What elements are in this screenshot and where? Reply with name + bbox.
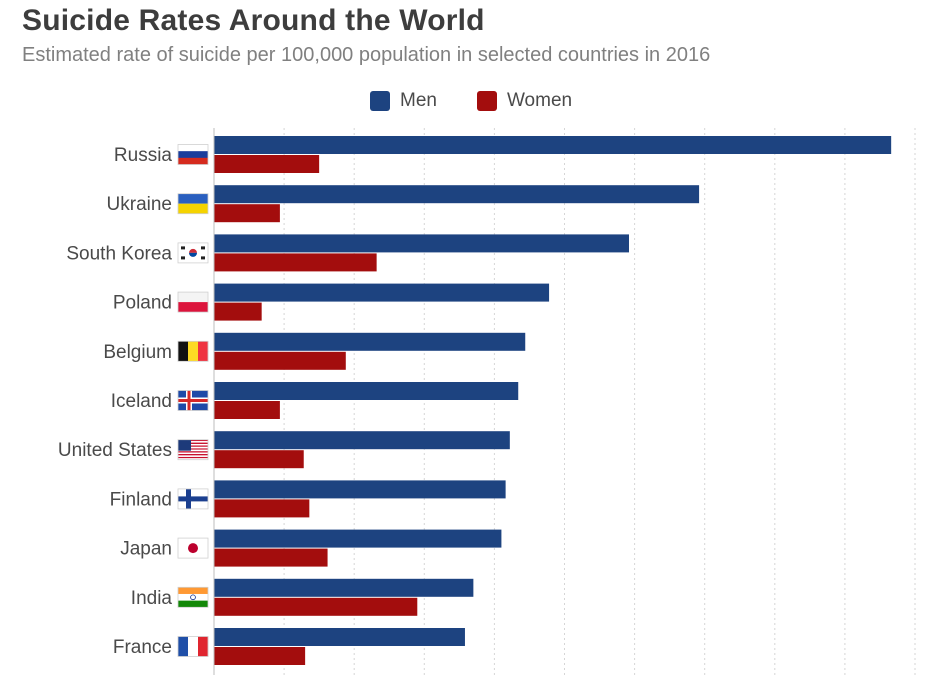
poland-flag-icon bbox=[177, 291, 209, 313]
country-label-france: France bbox=[113, 637, 172, 658]
bar-women-india bbox=[214, 597, 418, 616]
bar-women-finland bbox=[214, 499, 310, 518]
bar-men-russia bbox=[214, 136, 892, 154]
iceland-flag-icon bbox=[177, 390, 209, 411]
bar-women-japan bbox=[214, 548, 328, 567]
legend-label-women: Women bbox=[506, 90, 573, 111]
bar-women-poland bbox=[214, 302, 262, 321]
bar-women-ukraine bbox=[214, 204, 280, 223]
bar-women-south-korea bbox=[214, 253, 377, 272]
bar-men-poland bbox=[214, 283, 550, 302]
finland-flag-icon bbox=[177, 488, 209, 510]
bar-women-france bbox=[214, 647, 306, 665]
belgium-flag-icon bbox=[177, 340, 209, 362]
united-states-flag-icon bbox=[177, 439, 209, 461]
country-label-united-states: United States bbox=[58, 440, 172, 461]
country-label-iceland: Iceland bbox=[111, 391, 172, 412]
bar-men-finland bbox=[214, 480, 506, 499]
bar-men-united-states bbox=[214, 431, 510, 450]
bar-men-south-korea bbox=[214, 234, 629, 253]
country-label-ukraine: Ukraine bbox=[107, 194, 172, 215]
bar-men-india bbox=[214, 578, 474, 597]
country-label-poland: Poland bbox=[113, 293, 172, 314]
japan-flag-icon bbox=[177, 537, 209, 559]
chart-title: Suicide Rates Around the World bbox=[22, 4, 485, 37]
legend-swatch-men bbox=[370, 91, 390, 111]
bar-men-belgium bbox=[214, 332, 526, 351]
bar-men-iceland bbox=[214, 382, 519, 400]
legend-swatch-women bbox=[476, 91, 497, 111]
country-label-russia: Russia bbox=[114, 145, 173, 166]
bar-men-japan bbox=[214, 529, 502, 548]
france-flag-icon bbox=[177, 636, 209, 657]
country-label-india: India bbox=[131, 588, 173, 609]
legend: Men Women bbox=[370, 90, 612, 112]
country-label-finland: Finland bbox=[110, 489, 172, 510]
legend-label-men: Men bbox=[400, 90, 437, 111]
india-flag-icon bbox=[177, 586, 209, 608]
country-label-south-korea: South Korea bbox=[66, 243, 172, 264]
bar-men-ukraine bbox=[214, 185, 700, 204]
bar-women-iceland bbox=[214, 401, 280, 419]
bar-women-russia bbox=[214, 155, 320, 173]
country-label-belgium: Belgium bbox=[103, 342, 172, 363]
legend-item-men: Men bbox=[370, 90, 437, 112]
chart-subtitle: Estimated rate of suicide per 100,000 po… bbox=[22, 44, 711, 66]
south-korea-flag-icon bbox=[177, 242, 209, 264]
bar-women-belgium bbox=[214, 351, 346, 370]
legend-item-women: Women bbox=[476, 90, 573, 112]
bar-men-france bbox=[214, 628, 465, 646]
bar-women-united-states bbox=[214, 450, 304, 469]
country-label-japan: Japan bbox=[120, 539, 172, 560]
ukraine-flag-icon bbox=[177, 193, 209, 215]
russia-flag-icon bbox=[177, 144, 209, 165]
